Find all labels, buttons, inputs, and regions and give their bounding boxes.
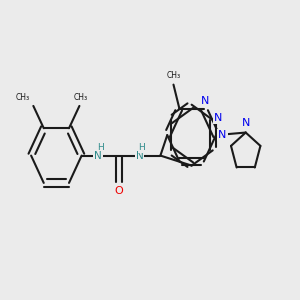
Text: N: N [94, 151, 102, 160]
Text: N: N [214, 113, 222, 123]
Text: N: N [218, 130, 227, 140]
Text: CH₃: CH₃ [74, 93, 88, 102]
Text: N: N [201, 96, 209, 106]
Text: N: N [242, 118, 250, 128]
Text: O: O [114, 186, 123, 196]
Text: N: N [136, 151, 143, 160]
Text: H: H [138, 143, 145, 152]
Text: H: H [97, 143, 104, 152]
Text: CH₃: CH₃ [16, 93, 30, 102]
Text: CH₃: CH₃ [167, 71, 181, 80]
